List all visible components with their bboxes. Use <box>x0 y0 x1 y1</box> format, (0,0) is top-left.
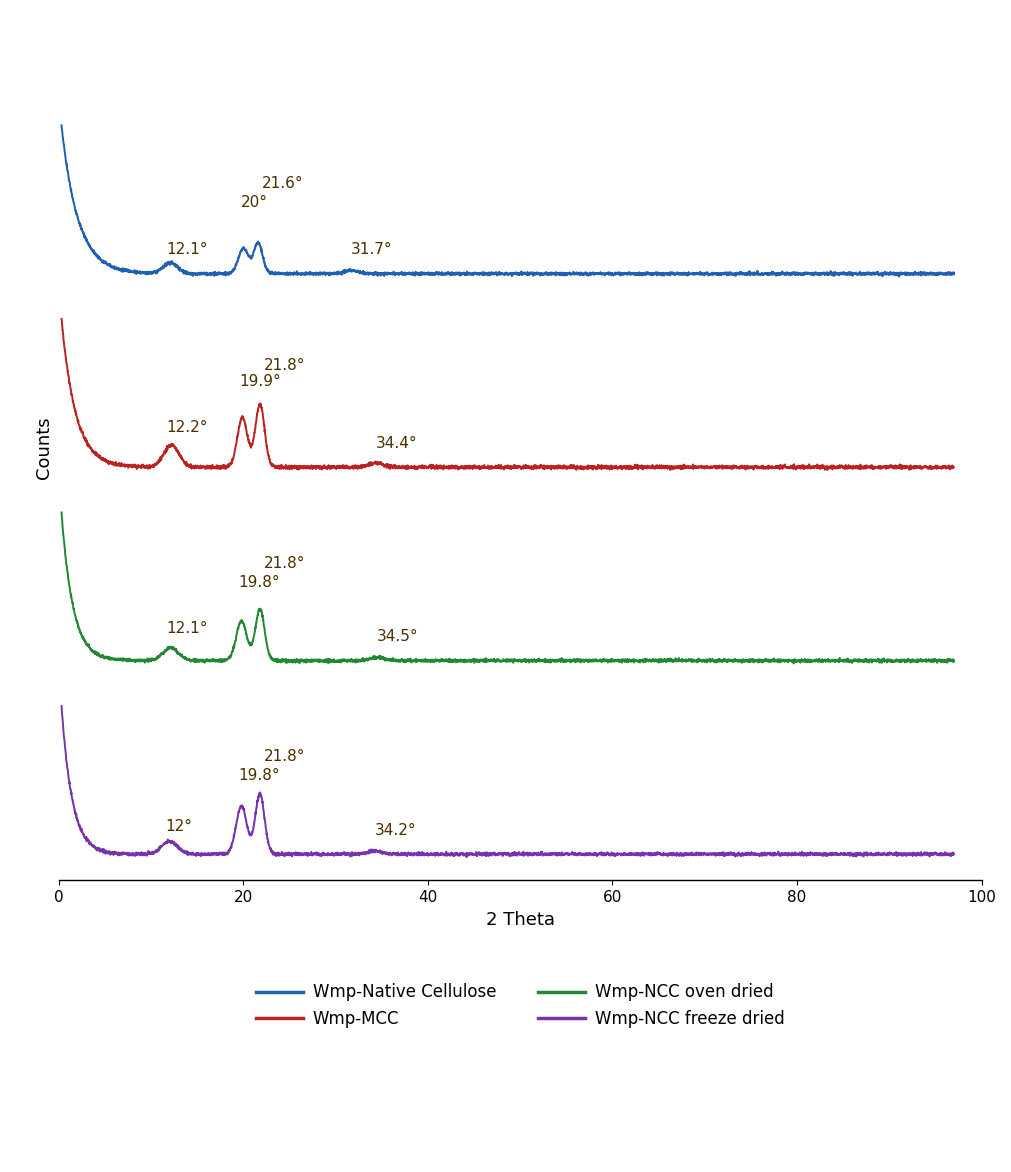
Text: 12.1°: 12.1° <box>166 241 207 257</box>
Text: 21.6°: 21.6° <box>262 176 303 191</box>
Text: 12°: 12° <box>165 819 192 833</box>
Text: 12.1°: 12.1° <box>166 621 207 636</box>
Y-axis label: Counts: Counts <box>35 416 54 479</box>
Text: 20°: 20° <box>241 196 268 211</box>
Legend: Wmp-Native Cellulose, Wmp-MCC, Wmp-NCC oven dried, Wmp-NCC freeze dried: Wmp-Native Cellulose, Wmp-MCC, Wmp-NCC o… <box>248 975 793 1036</box>
Text: 34.2°: 34.2° <box>374 823 416 838</box>
Text: 34.4°: 34.4° <box>376 436 418 450</box>
Text: 21.8°: 21.8° <box>264 359 305 373</box>
Text: 31.7°: 31.7° <box>351 241 393 257</box>
Text: 19.9°: 19.9° <box>240 374 281 389</box>
Text: 21.8°: 21.8° <box>264 556 305 571</box>
Text: 21.8°: 21.8° <box>264 749 305 764</box>
Text: 19.8°: 19.8° <box>239 769 280 783</box>
X-axis label: 2 Theta: 2 Theta <box>485 911 555 928</box>
Text: 34.5°: 34.5° <box>377 629 419 645</box>
Text: 19.8°: 19.8° <box>239 575 280 590</box>
Text: 12.2°: 12.2° <box>167 420 208 435</box>
